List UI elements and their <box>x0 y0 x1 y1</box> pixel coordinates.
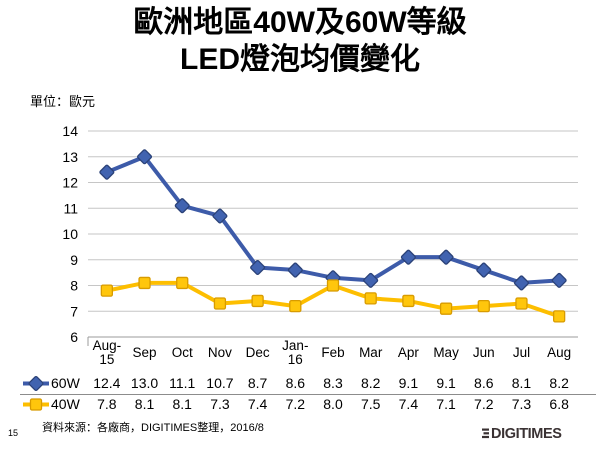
x-axis-tick-label: Dec <box>246 345 270 360</box>
table-value-40W: 7.3 <box>210 396 230 412</box>
legend-key-marker-60W <box>28 375 44 392</box>
x-axis-tick-label: Nov <box>208 345 232 360</box>
table-value-60W: 8.1 <box>512 375 532 391</box>
series-label-40W: 40W <box>51 396 81 412</box>
series-label-60W: 60W <box>51 375 81 391</box>
series-marker-40W <box>100 284 113 297</box>
y-axis-tick-label: 11 <box>63 200 78 216</box>
table-value-40W: 8.1 <box>172 396 192 412</box>
logo-speedlines-icon <box>482 428 489 439</box>
series-marker-40W <box>213 297 227 310</box>
y-axis-tick-label: 10 <box>62 226 78 242</box>
page-number: 15 <box>8 428 19 438</box>
x-axis-tick-label: Aug- <box>93 338 122 353</box>
series-marker-40W <box>289 299 302 313</box>
series-marker-60W <box>438 249 454 265</box>
x-axis-tick-label: 16 <box>288 352 303 367</box>
chart-title: 歐洲地區40W及60W等級 LED燈泡均價變化 <box>0 4 600 78</box>
series-marker-40W <box>176 276 189 290</box>
y-axis-tick-label: 13 <box>62 149 78 165</box>
table-value-60W: 8.2 <box>549 375 569 391</box>
series-marker-60W <box>551 272 567 288</box>
x-axis-tick-label: Jul <box>513 345 530 360</box>
table-value-60W: 12.4 <box>93 375 120 391</box>
x-axis-tick-label: Feb <box>321 345 344 360</box>
table-value-40W: 7.4 <box>399 396 419 412</box>
table-value-40W: 7.8 <box>97 396 117 412</box>
chart-title-line2: LED燈泡均價變化 <box>180 43 420 76</box>
y-axis-tick-label: 8 <box>70 278 78 294</box>
digitimes-logo: DIGITIMES <box>482 424 592 442</box>
series-marker-40W <box>439 302 453 315</box>
y-axis-tick-label: 6 <box>70 329 78 345</box>
table-value-60W: 8.6 <box>474 375 494 391</box>
table-value-40W: 8.0 <box>323 396 343 412</box>
unit-label: 單位：歐元 <box>30 94 96 109</box>
table-value-40W: 7.2 <box>286 396 306 412</box>
series-marker-40W <box>477 299 490 313</box>
table-value-40W: 7.1 <box>436 396 456 412</box>
logo-wordmark: DIGITIMES <box>491 426 562 442</box>
table-value-40W: 7.3 <box>512 396 532 412</box>
digitimes-logo-graphic: DIGITIMES <box>482 426 563 442</box>
series-marker-40W <box>326 279 340 292</box>
table-value-60W: 8.6 <box>286 375 306 391</box>
table-value-60W: 9.1 <box>399 375 419 391</box>
series-marker-40W <box>364 292 377 305</box>
x-axis-tick-label: 15 <box>99 352 114 367</box>
series-marker-40W <box>138 276 151 290</box>
x-axis-tick-label: Jan- <box>282 338 308 353</box>
x-axis-tick-label: Oct <box>172 345 193 360</box>
table-value-60W: 11.1 <box>169 375 195 391</box>
table-value-60W: 10.7 <box>206 375 233 391</box>
series-marker-60W <box>400 249 416 265</box>
table-value-60W: 13.0 <box>131 375 158 391</box>
series-marker-40W <box>251 294 264 308</box>
series-marker-60W <box>363 272 379 288</box>
y-axis-tick-label: 12 <box>62 175 78 191</box>
table-value-40W: 6.8 <box>549 396 569 412</box>
source-note: 資料來源：各廠商，DIGITIMES整理，2016/8 <box>42 422 264 434</box>
x-axis-tick-label: Mar <box>359 345 383 360</box>
table-value-40W: 7.5 <box>361 396 381 412</box>
table-value-60W: 8.3 <box>323 375 343 391</box>
series-marker-60W <box>476 262 492 278</box>
series-marker-60W <box>287 262 303 278</box>
series-marker-40W <box>515 297 528 310</box>
series-marker-40W <box>402 294 415 308</box>
legend-key-marker-40W <box>29 398 43 411</box>
table-value-40W: 7.4 <box>248 396 268 412</box>
series-line-60W <box>104 154 562 285</box>
y-axis-tick-label: 7 <box>70 303 78 319</box>
x-axis-tick-label: Sep <box>133 345 157 360</box>
series-marker-60W <box>99 164 115 180</box>
table-value-40W: 7.2 <box>474 396 494 412</box>
chart-title-line1: 歐洲地區40W及60W等級 <box>133 6 467 39</box>
x-axis-tick-label: Aug <box>547 345 571 360</box>
series-marker-60W <box>137 149 153 165</box>
table-value-40W: 8.1 <box>135 396 155 412</box>
y-axis-tick-label: 14 <box>62 123 78 139</box>
table-value-60W: 9.1 <box>436 375 456 391</box>
x-axis-tick-label: Apr <box>398 345 420 360</box>
series-marker-60W <box>513 275 529 291</box>
series-marker-40W <box>553 310 566 323</box>
table-value-60W: 8.2 <box>361 375 381 391</box>
table-value-60W: 8.7 <box>248 375 268 391</box>
series-marker-60W <box>174 198 190 214</box>
x-axis-tick-label: May <box>433 345 459 360</box>
series-marker-60W <box>212 208 228 224</box>
x-axis-tick-label: Jun <box>473 345 495 360</box>
y-axis-tick-label: 9 <box>70 252 78 268</box>
series-marker-60W <box>250 259 266 275</box>
